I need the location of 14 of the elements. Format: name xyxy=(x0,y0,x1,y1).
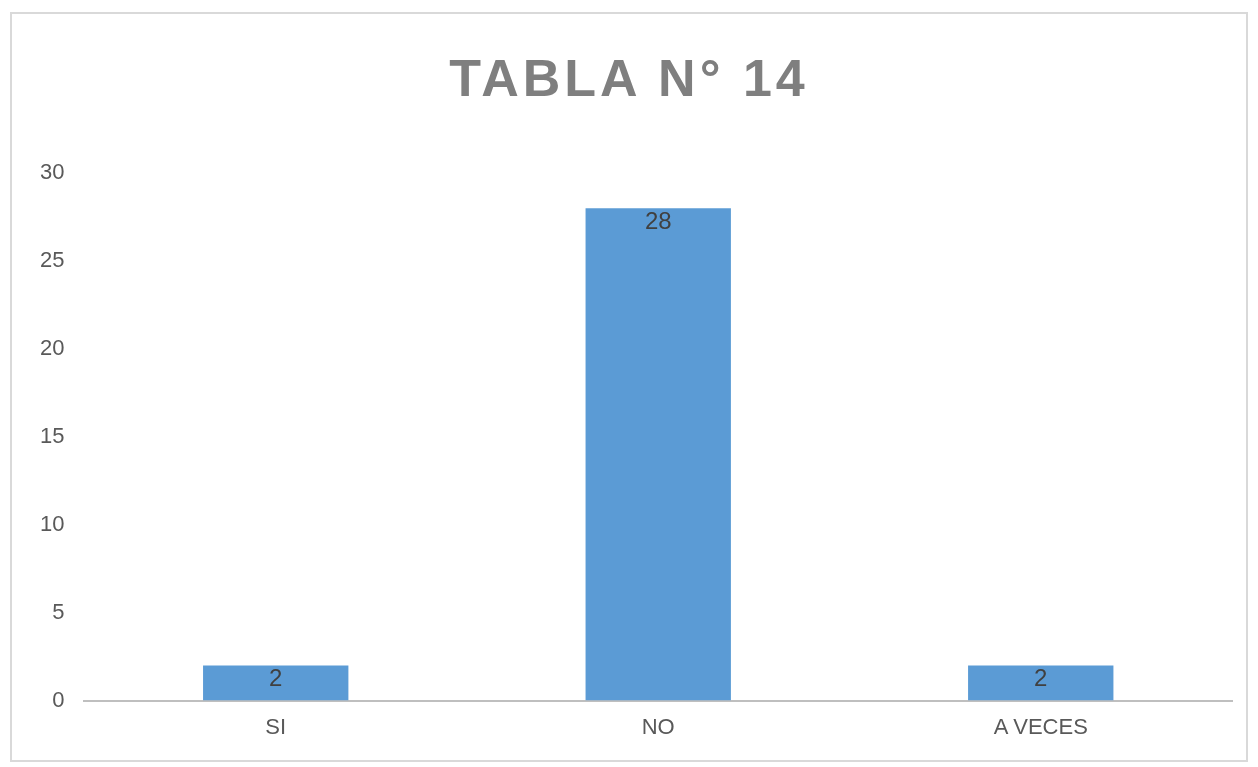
y-tick-label: 20 xyxy=(39,335,65,361)
y-tick-label: 15 xyxy=(39,422,65,448)
x-tick-label: NO xyxy=(641,713,675,739)
chart-title: TABLA N° 14 xyxy=(448,48,810,108)
y-tick-label: 5 xyxy=(52,598,65,624)
x-tick-label: SI xyxy=(265,713,287,739)
y-tick-label: 0 xyxy=(52,686,65,712)
y-tick-label: 30 xyxy=(39,159,65,185)
y-tick-label: 10 xyxy=(39,510,65,536)
x-tick-label: A VECES xyxy=(993,713,1088,739)
data-label: 2 xyxy=(1034,664,1048,692)
y-tick-label: 25 xyxy=(39,247,65,273)
data-label: 2 xyxy=(269,664,283,692)
data-label: 28 xyxy=(644,206,672,234)
